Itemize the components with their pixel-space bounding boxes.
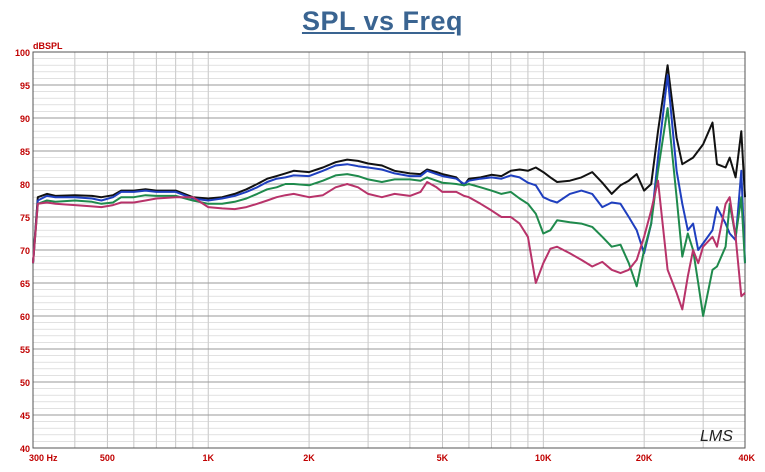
x-tick-label: 5K bbox=[437, 453, 449, 463]
y-tick-label: 100 bbox=[15, 48, 30, 58]
y-tick-label: 65 bbox=[20, 279, 30, 289]
y-tick-label: 80 bbox=[20, 180, 30, 190]
x-tick-label: 10K bbox=[535, 453, 552, 463]
y-tick-label: 60 bbox=[20, 312, 30, 322]
x-tick-label: 500 bbox=[100, 453, 115, 463]
y-tick-label: 85 bbox=[20, 147, 30, 157]
x-tick-label: 40K bbox=[738, 453, 755, 463]
y-tick-label: 70 bbox=[20, 246, 30, 256]
chart-title: SPL vs Freq bbox=[301, 6, 464, 36]
series-line-1 bbox=[32, 64, 746, 264]
x-tick-label: 20K bbox=[636, 453, 653, 463]
y-tick-label: 45 bbox=[20, 411, 30, 421]
y-axis-label: dBSPL bbox=[33, 41, 63, 51]
y-tick-label: 55 bbox=[20, 345, 30, 355]
y-tick-label: 40 bbox=[20, 444, 30, 454]
watermark: LMS bbox=[700, 428, 733, 445]
x-tick-label: 2K bbox=[303, 453, 315, 463]
series-line-4 bbox=[32, 179, 746, 311]
y-tick-label: 95 bbox=[20, 81, 30, 91]
y-tick-label: 50 bbox=[20, 378, 30, 388]
y-tick-label: 75 bbox=[20, 213, 30, 223]
y-tick-label: 90 bbox=[20, 114, 30, 124]
x-tick-label: 1K bbox=[202, 453, 214, 463]
series-line-2 bbox=[32, 74, 746, 264]
x-tick-label: 300 Hz bbox=[29, 453, 58, 463]
